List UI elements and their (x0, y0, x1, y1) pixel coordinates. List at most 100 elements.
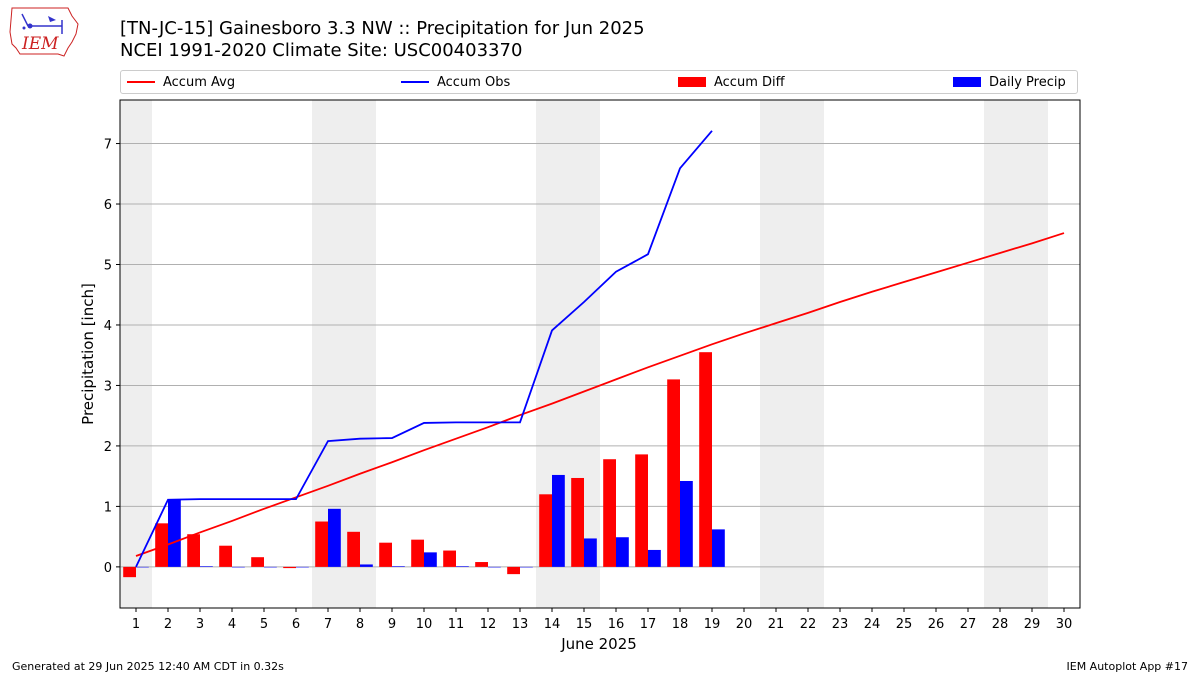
x-tick-label: 17 (640, 617, 657, 632)
x-tick-label: 18 (672, 617, 689, 632)
x-tick-label: 7 (324, 617, 332, 632)
daily-precip-bar (424, 552, 437, 567)
daily-precip-bar (680, 481, 693, 567)
accum-diff-bar (347, 531, 360, 567)
iem-logo-text: IEM (21, 34, 59, 54)
daily-precip-bar (456, 566, 469, 567)
weekend-band (760, 100, 824, 608)
daily-precip-bar (328, 508, 341, 567)
daily-precip-bar (520, 566, 533, 568)
accum-diff-bar (379, 542, 392, 567)
x-tick-label: 8 (356, 617, 364, 632)
x-axis-ticks: 1 2 3 4 5 6 7 8 9 10 11 12 13 14 15 16 17 18 19 20 21 22 23 24 2… (132, 608, 1072, 632)
accum-diff-bar (123, 566, 136, 578)
daily-precip-bar (264, 566, 277, 568)
footer-app-label: IEM Autoplot App #17 (1066, 660, 1189, 673)
x-tick-label: 24 (864, 617, 881, 632)
x-tick-label: 10 (416, 617, 433, 632)
x-tick-label: 27 (960, 617, 977, 632)
accum-diff-bar (667, 379, 680, 567)
x-tick-label: 29 (1024, 617, 1041, 632)
legend-label: Accum Diff (714, 74, 785, 90)
legend-item-accum-avg: Accum Avg (127, 71, 235, 93)
legend: Accum Avg Accum Obs Accum Diff Daily Pre… (120, 70, 1078, 94)
daily-precip-bar (296, 566, 309, 568)
x-tick-label: 23 (832, 617, 849, 632)
accum-diff-bar (507, 566, 520, 575)
x-tick-label: 4 (228, 617, 236, 632)
daily-precip-bar (616, 537, 629, 567)
legend-item-accum-diff: Accum Diff (678, 71, 785, 93)
daily-precip-bar (168, 499, 181, 567)
y-tick-label: 2 (104, 440, 112, 455)
y-axis-label: Precipitation [inch] (79, 283, 97, 425)
accum-diff-bar (539, 494, 552, 567)
plot-frame (119, 99, 1081, 609)
x-tick-label: 13 (512, 617, 529, 632)
x-axis-label: June 2025 (560, 635, 637, 653)
daily-precip-bar (648, 549, 661, 567)
legend-item-accum-obs: Accum Obs (401, 71, 510, 93)
legend-label: Accum Avg (163, 74, 236, 90)
x-tick-label: 30 (1056, 617, 1073, 632)
lines (135, 130, 1065, 568)
x-tick-label: 15 (576, 617, 593, 632)
iem-logo: IEM (9, 7, 79, 57)
chart-subtitle: NCEI 1991-2020 Climate Site: USC00403370 (120, 40, 523, 61)
accum-diff-bar (187, 534, 200, 567)
daily-precip-bar (712, 529, 725, 567)
y-tick-label: 1 (104, 500, 112, 515)
weekend-band (120, 100, 152, 608)
y-gridlines (120, 143, 1080, 568)
x-tick-label: 25 (896, 617, 913, 632)
x-tick-label: 9 (388, 617, 396, 632)
legend-swatch-accum-avg (127, 81, 155, 83)
x-tick-label: 5 (260, 617, 268, 632)
x-tick-label: 6 (292, 617, 300, 632)
legend-label: Daily Precip (989, 74, 1066, 90)
daily-precip-bar (584, 538, 597, 567)
bars (123, 352, 725, 578)
daily-precip-bar (136, 566, 149, 568)
y-tick-label: 6 (104, 198, 112, 213)
x-tick-label: 26 (928, 617, 945, 632)
accum-diff-bar (155, 523, 168, 567)
weekend-band (984, 100, 1048, 608)
x-tick-label: 14 (544, 617, 561, 632)
daily-precip-bar (200, 566, 213, 567)
accum-diff-bar (443, 550, 456, 567)
x-tick-label: 20 (736, 617, 753, 632)
daily-precip-bar (392, 566, 405, 567)
accum-diff-bar (251, 557, 264, 567)
legend-item-daily-precip: Daily Precip (953, 71, 1066, 93)
footer-generated-text: Generated at 29 Jun 2025 12:40 AM CDT in… (12, 660, 284, 673)
accum-diff-bar (315, 521, 328, 567)
accum-diff-bar (635, 454, 648, 567)
legend-swatch-accum-obs (401, 81, 429, 83)
y-tick-label: 7 (104, 138, 112, 153)
daily-precip-bar (232, 566, 245, 568)
x-tick-label: 19 (704, 617, 721, 632)
accum-diff-bar (475, 562, 488, 567)
x-tick-label: 28 (992, 617, 1009, 632)
x-tick-label: 11 (448, 617, 465, 632)
accum-diff-bar (283, 566, 296, 569)
y-tick-label: 0 (104, 561, 112, 576)
legend-swatch-daily-precip (953, 77, 981, 87)
y-tick-label: 3 (104, 379, 112, 394)
legend-swatch-accum-diff (678, 77, 706, 87)
accum-diff-bar (411, 539, 424, 567)
x-tick-label: 3 (196, 617, 204, 632)
x-tick-label: 2 (164, 617, 172, 632)
accum-obs-line (135, 130, 713, 568)
x-tick-label: 12 (480, 617, 497, 632)
daily-precip-bar (488, 566, 501, 568)
accum-diff-bar (571, 477, 584, 567)
accum-diff-bar (603, 459, 616, 567)
x-tick-label: 1 (132, 617, 140, 632)
x-tick-label: 22 (800, 617, 817, 632)
legend-label: Accum Obs (437, 74, 511, 90)
y-axis-ticks: 0 1 2 3 4 5 6 7 (104, 138, 120, 576)
daily-precip-bar (552, 474, 565, 567)
